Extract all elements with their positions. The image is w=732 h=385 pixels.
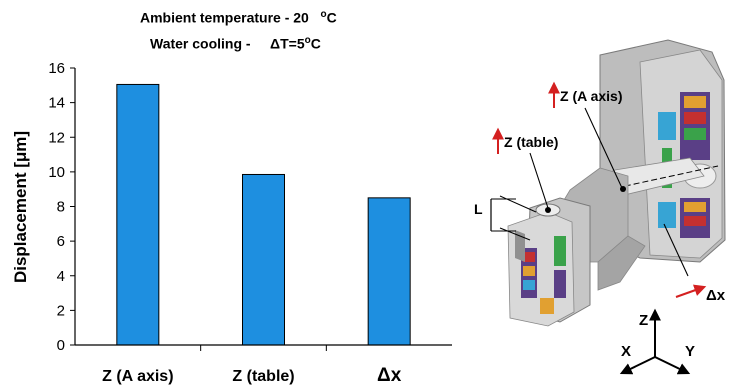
title-line2-delta: ΔT=5 — [270, 35, 305, 52]
spindle-housing — [599, 39, 726, 263]
x-category-label: Δx — [377, 365, 402, 385]
label-z-a-axis: Z (A axis) — [560, 88, 623, 104]
l-ext-bottom-b — [499, 227, 531, 241]
x-category-label: Z (table) — [232, 368, 294, 385]
delta-x-arrow — [675, 284, 707, 298]
triad-label-y: Y — [685, 343, 695, 360]
title-line2-text: Water cooling - — [150, 35, 251, 52]
axes-triad: Z X Y — [619, 308, 695, 375]
y-tick-label: 14 — [48, 95, 65, 112]
label-l: L — [474, 201, 483, 217]
bar-1 — [242, 173, 285, 346]
triad-y-axis — [654, 356, 691, 375]
y-axis-label: Displacement [μm] — [11, 131, 30, 283]
z-a-axis-point — [620, 186, 626, 192]
label-z-table: Z (table) — [504, 134, 558, 150]
label-delta-x: Δx — [706, 287, 726, 304]
y-tick-label: 2 — [57, 302, 65, 319]
y-tick-label: 16 — [48, 60, 65, 77]
y-tick-label: 6 — [57, 233, 65, 250]
y-tick-label: 10 — [48, 164, 65, 181]
y-axis-ticks: 0 2 4 6 8 10 12 14 16 — [48, 60, 75, 354]
triad-label-z: Z — [639, 312, 648, 329]
z-table-leader — [529, 152, 549, 209]
bar-0 — [116, 83, 160, 346]
y-tick-label: 4 — [57, 268, 65, 285]
rotary-table-unit — [507, 197, 591, 327]
z-table-point — [545, 207, 551, 213]
l-ext-top-b — [499, 195, 537, 213]
title-line2-unit: C — [310, 35, 321, 52]
title-line1-unit: C — [326, 9, 337, 26]
chart-title-line1: Ambient temperature - 20 oC — [140, 9, 337, 26]
triad-label-x: X — [621, 343, 631, 360]
y-tick-label: 0 — [57, 337, 65, 354]
title-line2-degree: o — [304, 35, 311, 46]
chart-title-line2: Water cooling - ΔT=5oC — [150, 35, 321, 52]
bars — [116, 83, 411, 346]
triad-x-axis — [619, 356, 656, 375]
z-a-axis-leader — [584, 107, 623, 189]
title-line1-text: Ambient temperature - 20 — [140, 9, 309, 26]
x-category-label: Z (A axis) — [102, 368, 173, 385]
title-line1-degree: o — [320, 9, 327, 20]
y-tick-label: 12 — [48, 129, 65, 146]
bar-chart: 0 2 4 6 8 10 12 14 16 Z (A axis) Z (table) Δx Disp… — [11, 60, 452, 385]
y-tick-label: 8 — [57, 199, 65, 216]
x-axis-categories: Z (A axis) Z (table) Δx — [102, 345, 402, 385]
delta-x-leader — [663, 223, 689, 277]
